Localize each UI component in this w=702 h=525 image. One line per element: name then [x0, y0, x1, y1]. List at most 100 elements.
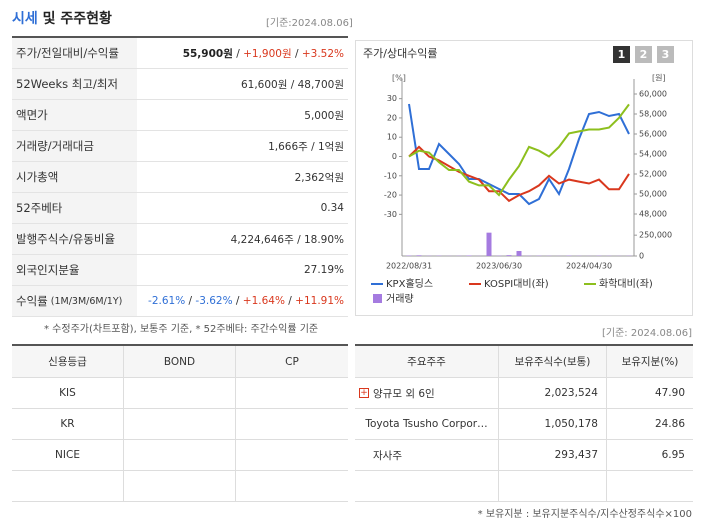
y-tick-label: 30: [387, 94, 397, 103]
series-line: [408, 103, 630, 206]
series-line: [408, 145, 630, 203]
y2-tick-label: 50,000: [639, 190, 667, 199]
row: KR: [12, 409, 348, 440]
agency: KR: [12, 409, 124, 439]
row: 거래량/거래대금 1,666주 / 1억원: [12, 131, 348, 162]
shareholder-table: 주요주주 보유주식수(보통) 보유지분(%) + 양규모 외 6인 2,023,524 4…: [355, 344, 693, 502]
return-1y: +11.91%: [295, 295, 344, 307]
value: -2.61% / -3.62% / +1.64% / +11.91%: [137, 295, 348, 307]
holder[interactable]: + 양규모 외 6인: [355, 378, 499, 408]
cell: [355, 471, 499, 501]
header: 보유지분(%): [621, 356, 679, 368]
header-row: 주요주주 보유주식수(보통) 보유지분(%): [355, 346, 693, 378]
cell: [499, 471, 607, 501]
y-tick-label: -20: [384, 191, 397, 200]
row: 수익률 (1M/3M/6M/1Y) -2.61% / -3.62% / +1.64%…: [12, 286, 348, 317]
value: 4,224,646주 / 18.90%: [230, 233, 344, 246]
volume-bar: [416, 255, 422, 256]
value: 5,000원: [304, 109, 344, 122]
volume-bar: [466, 255, 472, 256]
value: 27.19%: [303, 264, 344, 276]
x-tick-label: 2022/08/31: [386, 262, 432, 271]
date: [기준:2024.08.06]: [266, 18, 353, 29]
cell: [124, 471, 236, 501]
cell: [124, 378, 236, 408]
tab-button-label[interactable]: 2: [640, 48, 648, 61]
cell: [12, 471, 124, 501]
quote-table: 주가/전일대비/수익률 55,900원 / +1,900원 / +3.52% 52…: [12, 36, 348, 317]
stake: 24.86: [654, 418, 685, 430]
tab-button[interactable]: [613, 46, 630, 63]
legend-swatch: [373, 294, 382, 303]
header: BOND: [124, 346, 236, 377]
row: 외국인지분율 27.19%: [12, 255, 348, 286]
label: 수익률 (1M/3M/6M/1Y): [12, 286, 137, 316]
change: +1,900원: [243, 47, 292, 60]
y2-tick-label: 52,000: [639, 170, 667, 179]
row: [355, 471, 693, 502]
return-3m: -3.62%: [195, 295, 233, 307]
header: 보유주식수(보통): [499, 346, 607, 377]
return-6m: +1.64%: [242, 295, 285, 307]
label: 주가/전일대비/수익률: [12, 38, 137, 68]
label: 발행주식수/유동비율: [12, 224, 137, 254]
volume-bar: [516, 251, 522, 256]
row: 자사주 293,437 6.95: [355, 440, 693, 471]
value: 1,666주 / 1억원: [268, 140, 344, 153]
sep: /: [291, 47, 302, 60]
volume-bar: [506, 255, 512, 256]
shares: 1,050,178: [499, 409, 607, 439]
row: NICE: [12, 440, 348, 471]
value: 2,362억원: [294, 171, 344, 184]
cell: [236, 378, 348, 408]
legend-label: KPX홀딩스: [386, 277, 433, 290]
y2-tick-label: 60,000: [639, 90, 667, 99]
y2-tick-label: 48,000: [639, 210, 667, 219]
y-tick-label: -10: [384, 171, 397, 180]
tab-button[interactable]: [635, 46, 652, 63]
y-unit: [%]: [392, 74, 406, 83]
sep: /: [185, 295, 196, 307]
header-row: 신용등급 BOND CP: [12, 346, 348, 378]
tab-button[interactable]: [657, 46, 674, 63]
value: 61,600원 / 48,700원: [240, 78, 344, 91]
row: 52Weeks 최고/최저 61,600원 / 48,700원: [12, 69, 348, 100]
label: 거래량/거래대금: [12, 131, 137, 161]
sep: /: [284, 295, 296, 307]
price: 55,900원: [182, 47, 233, 60]
tab-button-label[interactable]: 3: [662, 48, 670, 61]
date: [기준: 2024.08.06]: [601, 328, 692, 339]
series-line: [408, 103, 630, 197]
row: 주가/전일대비/수익률 55,900원 / +1,900원 / +3.52%: [12, 38, 348, 69]
y2-unit: [원]: [652, 74, 666, 83]
legend-label: 거래량: [386, 293, 414, 305]
chart-panel: 주가/상대수익률 1 2 3 [%] [원] 30 20 10 0 -10 -20 -30 60,000…: [355, 40, 693, 316]
y2-tick-label: 56,000: [639, 130, 667, 139]
stake: 47.90: [654, 387, 685, 399]
expand-icon[interactable]: +: [359, 388, 369, 398]
tab-button-label[interactable]: 1: [618, 48, 626, 61]
chart-title: 주가/상대수익률: [363, 47, 438, 60]
x-tick-label: 2024/04/30: [566, 262, 612, 271]
holder-name: 자사주: [355, 440, 499, 470]
sep: /: [232, 295, 243, 307]
cell: [236, 409, 348, 439]
label-text: 수익률: [16, 294, 48, 308]
row: [12, 471, 348, 502]
cell: [607, 471, 693, 501]
cell: [236, 471, 348, 501]
legend-label: 화학대비(좌): [599, 278, 653, 290]
cell: [124, 440, 236, 470]
y-tick-label: 0: [392, 152, 397, 161]
section-title: 시세 및 주주현황: [12, 8, 112, 28]
header: 주요주주: [355, 346, 499, 377]
credit-table: 신용등급 BOND CP KIS KR NICE: [12, 344, 348, 502]
stake: 6.95: [661, 449, 685, 461]
value: 0.34: [320, 202, 344, 214]
header: CP: [285, 355, 299, 368]
y-tick-label: 10: [387, 133, 397, 142]
note: * 수정주가(차트포함), 보통주 기준, * 52주베타: 주간수익률 기준: [44, 324, 319, 335]
note: * 보유지분 : 보유지분주식수/지수산정주식수×100: [477, 509, 692, 520]
